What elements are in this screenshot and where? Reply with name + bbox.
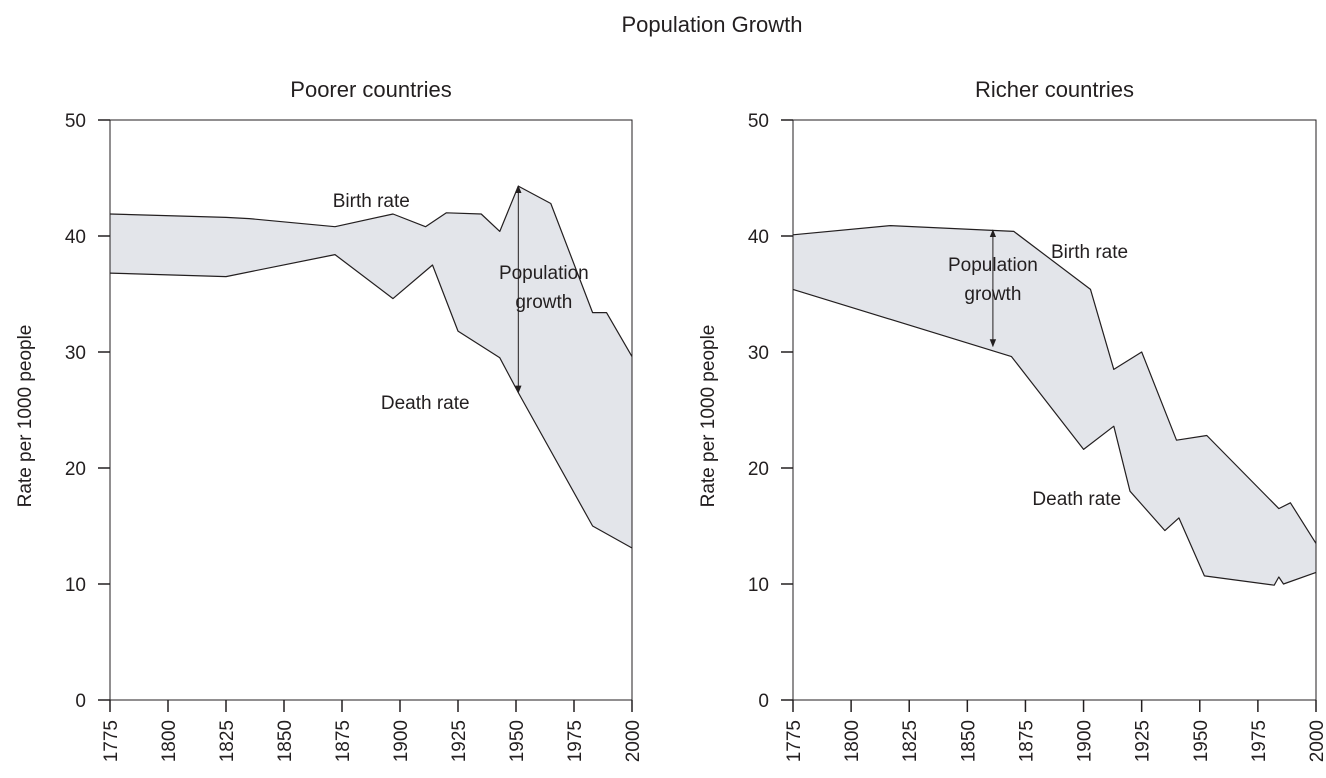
y-tick-label: 40 xyxy=(65,227,86,248)
y-tick-label: 30 xyxy=(748,343,769,364)
annotation-death-rate: Death rate xyxy=(1032,489,1121,510)
x-tick-label: 1850 xyxy=(958,720,979,762)
x-tick-label: 2000 xyxy=(1307,720,1326,762)
annotation-growth: growth xyxy=(515,292,572,313)
annotation-growth: growth xyxy=(964,284,1021,305)
chart-panel-poorer: 0 10 20 30 40 50 1775 1800 1825 1850 1875 1900 1925 1… xyxy=(15,77,644,762)
chart-title: Poorer countries xyxy=(290,77,451,102)
chart-panel-richer: 0 10 20 30 40 50 1775 1800 1825 1850 1875 1900 1925 1… xyxy=(698,77,1326,762)
x-tick-label: 1950 xyxy=(1191,720,1212,762)
x-tick-label: 1850 xyxy=(275,720,296,762)
y-tick-label: 10 xyxy=(65,575,86,596)
y-tick-label: 50 xyxy=(65,111,86,132)
annotation-death-rate: Death rate xyxy=(381,393,470,414)
figure-title: Population Growth xyxy=(622,12,803,37)
y-tick-label: 10 xyxy=(748,575,769,596)
annotation-birth-rate: Birth rate xyxy=(333,191,410,212)
death-rate-line xyxy=(792,288,1317,586)
y-tick-label: 30 xyxy=(65,343,86,364)
annotation-birth-rate: Birth rate xyxy=(1051,242,1128,263)
y-axis-label: Rate per 1000 people xyxy=(15,325,36,508)
birth-rate-line xyxy=(109,185,633,357)
x-tick-label: 1875 xyxy=(333,720,354,762)
x-tick-label: 1800 xyxy=(159,720,180,762)
y-axis-label: Rate per 1000 people xyxy=(698,325,719,508)
death-rate-line xyxy=(109,254,633,549)
x-tick-label: 1800 xyxy=(842,720,863,762)
x-tick-label: 1825 xyxy=(217,720,238,762)
plot-frame xyxy=(109,119,633,701)
y-tick-label: 20 xyxy=(748,459,769,480)
population-growth-band xyxy=(793,225,1316,586)
x-tick-label: 1975 xyxy=(565,720,586,762)
annotation-population: Population xyxy=(948,255,1038,276)
y-tick-label: 50 xyxy=(748,111,769,132)
x-tick-label: 1775 xyxy=(784,720,805,762)
x-tick-label: 1900 xyxy=(1075,720,1096,762)
birth-rate-line xyxy=(792,225,1317,544)
x-tick-label: 1925 xyxy=(1133,720,1154,762)
y-tick-label: 0 xyxy=(758,691,769,712)
x-tick-label: 1900 xyxy=(391,720,412,762)
chart-title: Richer countries xyxy=(975,77,1134,102)
y-tick-label: 20 xyxy=(65,459,86,480)
x-tick-label: 1825 xyxy=(900,720,921,762)
x-tick-label: 1775 xyxy=(101,720,122,762)
x-tick-label: 1875 xyxy=(1016,720,1037,762)
y-tick-label: 0 xyxy=(75,691,86,712)
population-growth-band xyxy=(110,186,632,548)
y-tick-label: 40 xyxy=(748,227,769,248)
x-tick-label: 1950 xyxy=(507,720,528,762)
x-tick-label: 1925 xyxy=(449,720,470,762)
annotation-population: Population xyxy=(499,263,589,284)
x-tick-label: 2000 xyxy=(623,720,644,762)
x-tick-label: 1975 xyxy=(1249,720,1270,762)
plot-frame xyxy=(792,119,1317,701)
